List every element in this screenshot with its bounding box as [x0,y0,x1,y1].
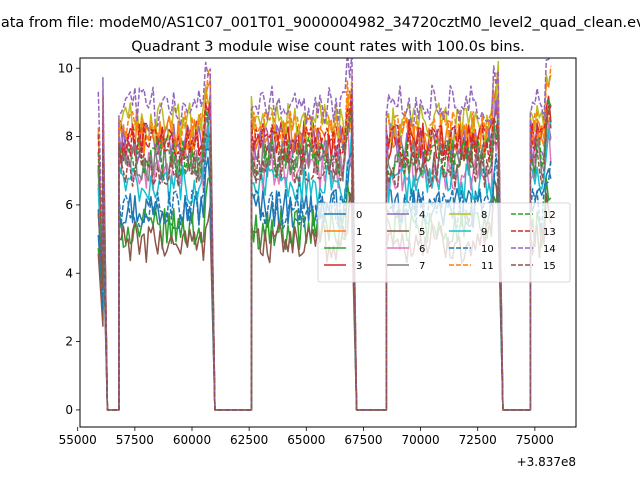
legend-label-5: 5 [419,227,425,238]
x-tick-label: 57500 [116,433,154,447]
legend-label-0: 0 [356,210,362,221]
x-tick-label: 65000 [287,433,325,447]
x-tick-label: 60000 [173,433,211,447]
legend-label-2: 2 [356,244,362,255]
y-tick-label: 10 [58,61,73,75]
legend-label-4: 4 [419,210,425,221]
series-line-15 [97,105,552,411]
series-line-8 [97,60,552,411]
chart-title: Quadrant 3 module wise count rates with … [131,39,525,55]
legend-label-10: 10 [481,244,494,255]
legend-label-13: 13 [543,227,556,238]
legend-label-8: 8 [481,210,487,221]
y-tick-label: 6 [65,198,73,212]
legend-label-3: 3 [356,261,362,272]
series-line-7 [97,122,552,411]
series-line-11 [97,65,552,411]
legend-label-14: 14 [543,244,556,255]
x-tick-label: 62500 [230,433,268,447]
x-tick-label: 67500 [344,433,382,447]
x-axis: 55000 57500 60000 62500 65000 67500 70000 72500… [59,427,554,447]
x-tick-label: 55000 [59,433,97,447]
x-tick-label: 75000 [516,433,554,447]
y-tick-label: 2 [65,335,73,349]
series-line-14 [97,58,551,411]
legend-label-6: 6 [419,244,425,255]
series-line-9 [97,121,552,411]
legend-label-7: 7 [419,261,425,272]
legend-label-12: 12 [543,210,556,221]
legend-label-9: 9 [481,227,487,238]
y-tick-label: 8 [65,130,73,144]
legend-label-11: 11 [481,261,494,272]
x-tick-label: 70000 [401,433,439,447]
y-tick-label: 0 [65,403,73,417]
x-offset-label: +3.837e8 [517,455,576,469]
figure-suptitle: Data from file: modeM0/AS1C07_001T01_900… [0,15,640,31]
legend-frame [317,202,571,283]
y-axis: 0 2 4 6 8 10 [58,61,80,417]
legend-label-1: 1 [356,227,362,238]
plot-frame [79,57,577,428]
y-tick-label: 4 [65,266,73,280]
legend-label-15: 15 [543,261,556,272]
x-tick-label: 72500 [459,433,497,447]
series-line-13 [97,88,552,411]
